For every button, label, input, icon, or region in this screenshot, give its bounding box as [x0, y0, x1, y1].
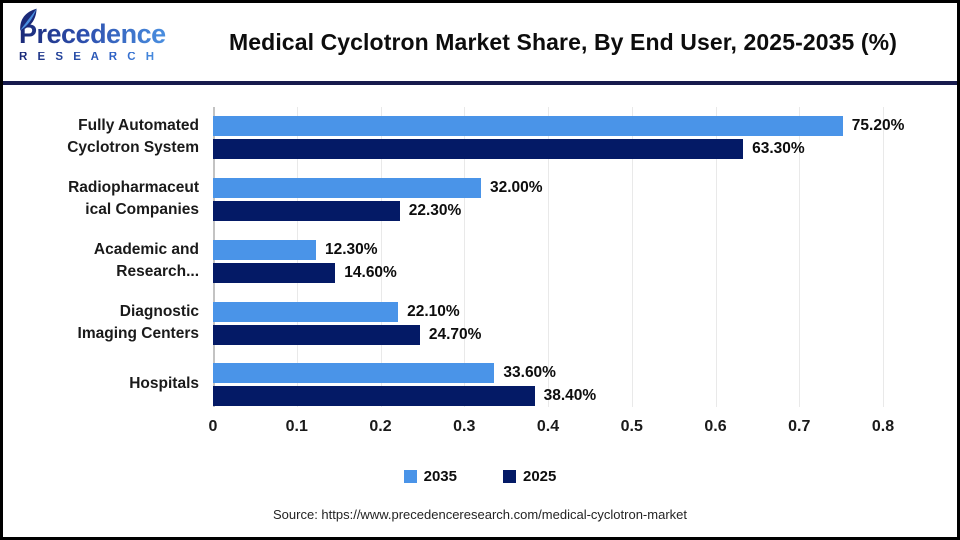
legend-item-2025: 2025: [503, 468, 556, 485]
x-axis-tick: 0.7: [788, 417, 811, 435]
x-axis-tick: 0.2: [369, 417, 392, 435]
precedence-leaf-icon: [20, 8, 37, 30]
bar-2025: [213, 262, 336, 283]
value-label: 32.00%: [490, 178, 543, 196]
bar-2025: [213, 138, 744, 159]
bar-2035: [213, 301, 399, 322]
logo-research-text: R E S E A R C H: [19, 50, 158, 63]
bar-line-2035: 22.10%: [213, 301, 883, 322]
gridline: [548, 107, 549, 407]
gridline: [799, 107, 801, 407]
category-label: Hospitals: [129, 375, 199, 393]
legend-swatch-icon: [403, 469, 417, 483]
bar-rows: Fully Automated Cyclotron System 75.20% 63.…: [3, 115, 957, 406]
bar-line-2025: 24.70%: [213, 324, 883, 345]
category-label: Diagnostic Imaging Centers: [77, 302, 199, 343]
x-axis-tick: 0: [208, 417, 218, 435]
value-label: 22.10%: [407, 302, 460, 320]
value-label: 33.60%: [503, 363, 556, 381]
bar-group: Radiopharmaceut ical Companies 32.00% 22.30…: [3, 177, 957, 222]
bar-group: Diagnostic Imaging Centers 22.10% 24.70%: [3, 301, 957, 346]
gridline: [380, 107, 382, 407]
value-label: 12.30%: [325, 240, 378, 258]
category-label: Radiopharmaceut ical Companies: [68, 178, 199, 219]
category-label: Academic and Research...: [93, 240, 199, 281]
precedence-logo: Precedence R E S E A R C H: [19, 8, 191, 64]
bar-2035: [213, 115, 843, 136]
source-text: Source: https://www.precedenceresearch.c…: [273, 506, 687, 522]
bar-2035: [213, 362, 495, 383]
bar-2025: [213, 385, 535, 406]
bar-line-2035: 12.30%: [213, 239, 883, 260]
gridline: [631, 107, 633, 407]
bar-line-2025: 22.30%: [213, 200, 883, 221]
x-axis-tick: 0.4: [536, 417, 560, 435]
logo-wordmark: Precedence: [19, 18, 166, 49]
bars-container: 32.00% 22.30%: [213, 177, 883, 221]
bar-line-2025: 63.30%: [213, 138, 883, 159]
value-label: 22.30%: [408, 201, 462, 219]
bar-2025: [213, 324, 420, 345]
bars-container: 12.30% 14.60%: [213, 239, 883, 283]
page-title: Medical Cyclotron Market Share, By End U…: [229, 28, 897, 55]
chart-region: Fully Automated Cyclotron System 75.20% 63.…: [3, 85, 957, 530]
gridline: [464, 107, 466, 407]
bar-line-2025: 14.60%: [213, 262, 883, 283]
bar-line-2025: 38.40%: [213, 385, 883, 406]
legend-label: 2025: [523, 467, 557, 485]
header: Precedence R E S E A R C H Medical Cyclo…: [3, 3, 957, 85]
value-label: 63.30%: [752, 139, 805, 157]
bar-2035: [213, 239, 316, 260]
x-axis-tick: 0.5: [620, 417, 643, 435]
value-label: 38.40%: [543, 386, 597, 404]
x-axis-tick: 0.6: [704, 417, 727, 435]
x-axis: 0 0.1 0.2 0.3 0.4 0.5 0.6 0.7 0.8: [209, 417, 895, 440]
legend: 2035 2025: [3, 468, 957, 485]
value-label: 75.20%: [851, 116, 905, 134]
x-axis-tick: 0.1: [285, 417, 308, 435]
legend-label: 2035: [423, 467, 457, 485]
category-label: Fully Automated Cyclotron System: [67, 117, 199, 157]
bar-line-2035: 33.60%: [213, 362, 883, 383]
bar-group: Fully Automated Cyclotron System 75.20% 63.…: [3, 115, 957, 160]
bars-container: 33.60% 38.40%: [213, 362, 883, 406]
bar-group: Academic and Research... 12.30% 14.60%: [3, 239, 957, 284]
value-label: 14.60%: [344, 263, 397, 281]
x-axis-tick: 0.8: [871, 417, 895, 435]
bar-line-2035: 75.20%: [213, 115, 904, 136]
bar-line-2035: 32.00%: [213, 177, 883, 198]
gridline: [883, 107, 884, 407]
x-axis-tick: 0.3: [453, 417, 476, 435]
bars-container: 75.20% 63.30%: [213, 115, 904, 159]
legend-item-2035: 2035: [403, 467, 457, 485]
bar-2025: [213, 200, 400, 221]
bar-group: Hospitals 33.60% 38.40%: [3, 362, 957, 406]
bars-container: 22.10% 24.70%: [213, 301, 883, 345]
legend-swatch-icon: [503, 469, 516, 483]
gridline: [715, 107, 717, 407]
value-label: 24.70%: [428, 325, 482, 343]
bar-2035: [213, 177, 481, 198]
